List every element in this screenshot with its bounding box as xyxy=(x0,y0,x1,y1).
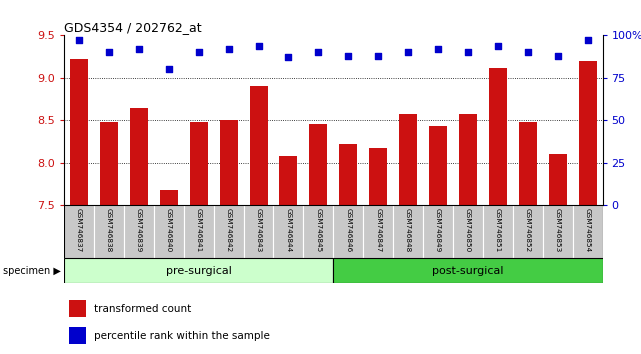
Text: transformed count: transformed count xyxy=(94,304,191,314)
Text: specimen ▶: specimen ▶ xyxy=(3,266,61,276)
Point xyxy=(104,50,114,55)
Text: GSM746849: GSM746849 xyxy=(435,208,441,252)
Bar xyxy=(399,114,417,205)
Bar xyxy=(310,124,328,205)
Point xyxy=(194,50,204,55)
Text: GSM746854: GSM746854 xyxy=(585,208,590,252)
Bar xyxy=(213,205,244,258)
Point xyxy=(253,43,263,48)
Bar xyxy=(333,258,603,283)
Text: GSM746844: GSM746844 xyxy=(285,208,292,252)
Bar xyxy=(339,144,357,205)
Bar xyxy=(64,258,333,283)
Point xyxy=(283,55,294,60)
Bar xyxy=(363,205,393,258)
Bar xyxy=(70,59,88,205)
Bar xyxy=(453,205,483,258)
Text: GSM746847: GSM746847 xyxy=(375,208,381,252)
Bar xyxy=(483,205,513,258)
Bar xyxy=(154,205,184,258)
Text: GSM746838: GSM746838 xyxy=(106,208,112,252)
Point xyxy=(522,50,533,55)
Text: GSM746851: GSM746851 xyxy=(495,208,501,252)
Bar xyxy=(393,205,423,258)
Bar xyxy=(274,205,303,258)
Point xyxy=(224,46,234,52)
Bar xyxy=(549,154,567,205)
Text: GSM746841: GSM746841 xyxy=(196,208,202,252)
Text: pre-surgical: pre-surgical xyxy=(166,266,231,276)
Text: GSM746843: GSM746843 xyxy=(256,208,262,252)
Bar xyxy=(303,205,333,258)
Point xyxy=(463,50,473,55)
Bar xyxy=(333,205,363,258)
Bar xyxy=(513,205,543,258)
Bar xyxy=(160,190,178,205)
Text: GSM746837: GSM746837 xyxy=(76,208,82,252)
Bar xyxy=(423,205,453,258)
Bar xyxy=(69,300,86,317)
Point xyxy=(493,43,503,48)
Text: GSM746846: GSM746846 xyxy=(345,208,351,252)
Bar xyxy=(369,148,387,205)
Text: GSM746850: GSM746850 xyxy=(465,208,471,252)
Point xyxy=(313,50,324,55)
Text: GSM746840: GSM746840 xyxy=(166,208,172,252)
Point xyxy=(433,46,443,52)
Bar xyxy=(184,205,213,258)
Text: post-surgical: post-surgical xyxy=(432,266,504,276)
Text: percentile rank within the sample: percentile rank within the sample xyxy=(94,331,270,341)
Bar xyxy=(124,205,154,258)
Bar xyxy=(94,205,124,258)
Point xyxy=(373,53,383,59)
Bar xyxy=(220,120,238,205)
Point xyxy=(74,38,84,43)
Point xyxy=(134,46,144,52)
Text: GSM746839: GSM746839 xyxy=(136,208,142,252)
Bar xyxy=(489,68,507,205)
Bar xyxy=(190,122,208,205)
Bar xyxy=(100,122,118,205)
Bar xyxy=(572,205,603,258)
Point xyxy=(553,53,563,59)
Text: GSM746842: GSM746842 xyxy=(226,208,231,252)
Bar xyxy=(130,108,148,205)
Bar xyxy=(459,114,477,205)
Bar xyxy=(249,86,267,205)
Text: GSM746852: GSM746852 xyxy=(525,208,531,252)
Bar xyxy=(64,205,94,258)
Text: GSM746853: GSM746853 xyxy=(554,208,561,252)
Bar xyxy=(543,205,572,258)
Point xyxy=(583,38,593,43)
Bar xyxy=(519,122,537,205)
Bar xyxy=(579,61,597,205)
Bar xyxy=(244,205,274,258)
Text: GSM746848: GSM746848 xyxy=(405,208,411,252)
Text: GSM746845: GSM746845 xyxy=(315,208,321,252)
Bar xyxy=(279,156,297,205)
Point xyxy=(163,67,174,72)
Bar xyxy=(69,327,86,344)
Bar xyxy=(429,126,447,205)
Point xyxy=(343,53,353,59)
Point xyxy=(403,50,413,55)
Text: GDS4354 / 202762_at: GDS4354 / 202762_at xyxy=(64,21,202,34)
